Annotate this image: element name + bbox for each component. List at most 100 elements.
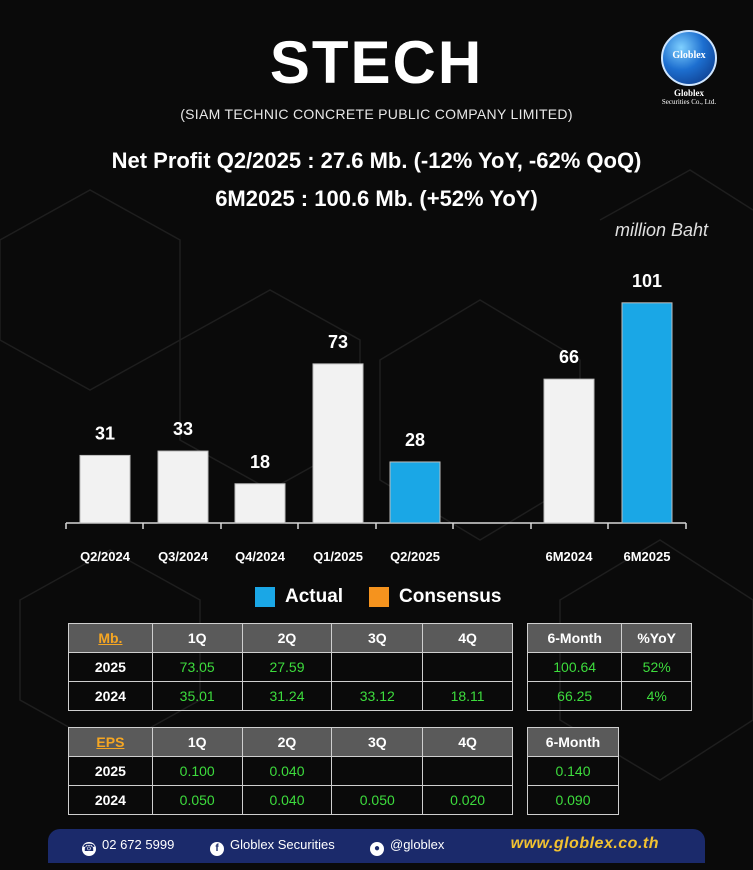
- logo-word: Globlex: [672, 50, 706, 61]
- data-label: 66: [559, 347, 579, 367]
- eps-row-year: 2025: [68, 756, 153, 786]
- globe-icon: Globlex: [661, 30, 717, 86]
- data-label: 31: [95, 423, 115, 443]
- profit-key-header: Mb.: [68, 623, 153, 653]
- bar: [389, 461, 441, 524]
- six-month-cell: 100.64: [526, 652, 623, 682]
- data-label: 73: [328, 332, 348, 352]
- logo-sub: Securities Co., Ltd.: [661, 98, 717, 106]
- profit-cell: 73.05: [151, 652, 243, 682]
- six-month-cell: 66.25: [526, 681, 623, 711]
- legend-actual-label: Actual: [285, 586, 344, 607]
- unit-label: million Baht: [614, 220, 708, 240]
- eps-header-1q: 1Q: [151, 727, 243, 757]
- eps-table: EPS 1Q 2Q 3Q 4Q 2025 0.100 0.040 2024 0.…: [68, 727, 513, 815]
- bar: [543, 378, 595, 524]
- eps-six-month-cell: 0.090: [527, 785, 619, 815]
- phone-icon: ☎: [82, 842, 96, 856]
- profit-header-1q: 1Q: [151, 623, 243, 653]
- globlex-logo: Globlex Globlex Securities Co., Ltd.: [648, 30, 730, 112]
- table-row: 0.140: [527, 756, 619, 786]
- facebook-icon: f: [210, 842, 224, 856]
- eps-header-3q: 3Q: [331, 727, 424, 757]
- profit-side-header: 6-Month %YoY: [526, 623, 692, 653]
- yoy-cell: 52%: [621, 652, 692, 682]
- eps-side-table: 6-Month 0.140 0.090: [527, 727, 619, 815]
- eps-cell: [422, 756, 513, 786]
- eps-six-month-cell: 0.140: [527, 756, 619, 786]
- bar: [621, 302, 673, 524]
- profit-header-3q: 3Q: [331, 623, 424, 653]
- table-row: 66.25 4%: [526, 681, 692, 711]
- net-profit-chart: 31 Q2/2024 33 Q3/2024 18 Q4/2024 73 Q1/2025 28 Q2…: [65, 271, 687, 564]
- data-label: 28: [405, 430, 425, 450]
- eps-table-header: EPS 1Q 2Q 3Q 4Q: [68, 727, 513, 757]
- eps-header-2q: 2Q: [241, 727, 333, 757]
- table-row: 2024 35.01 31.24 33.12 18.11: [68, 681, 513, 711]
- footer-phone[interactable]: ☎ 02 672 5999: [82, 837, 174, 856]
- category-label: 6M2024: [546, 549, 594, 564]
- bar: [79, 454, 131, 524]
- eps-cell: 0.050: [151, 785, 243, 815]
- line-icon: ●: [370, 842, 384, 856]
- bar: [312, 363, 364, 524]
- category-label: Q4/2024: [235, 549, 286, 564]
- phone-number: 02 672 5999: [102, 837, 175, 852]
- category-label: Q2/2024: [80, 549, 131, 564]
- data-label: 33: [173, 419, 193, 439]
- profit-cell: 33.12: [331, 681, 424, 711]
- profit-table-header: Mb. 1Q 2Q 3Q 4Q: [68, 623, 513, 653]
- headline-quarter: Net Profit Q2/2025 : 27.6 Mb. (-12% YoY,…: [111, 148, 642, 173]
- profit-cell: 27.59: [241, 652, 333, 682]
- profit-row-year: 2024: [68, 681, 153, 711]
- logo-name: Globlex: [673, 88, 704, 98]
- profit-header-4q: 4Q: [422, 623, 513, 653]
- footer-website[interactable]: www.globlex.co.th: [510, 835, 659, 852]
- profit-cell: 35.01: [151, 681, 243, 711]
- yoy-cell: 4%: [621, 681, 692, 711]
- category-label: Q3/2024: [158, 549, 209, 564]
- eps-six-month-header: 6-Month: [527, 727, 619, 757]
- eps-row-year: 2024: [68, 785, 153, 815]
- profit-header-2q: 2Q: [241, 623, 333, 653]
- category-label: Q2/2025: [390, 549, 440, 564]
- table-row: 100.64 52%: [526, 652, 692, 682]
- category-label: Q1/2025: [313, 549, 363, 564]
- bar: [234, 483, 286, 524]
- eps-cell: 0.100: [151, 756, 243, 786]
- data-label: 18: [250, 452, 270, 472]
- table-row: 2025 0.100 0.040: [68, 756, 513, 786]
- footer-facebook[interactable]: f Globlex Securities: [210, 837, 335, 856]
- eps-cell: 0.040: [241, 756, 333, 786]
- category-label: 6M2025: [624, 549, 671, 564]
- profit-table: Mb. 1Q 2Q 3Q 4Q 2025 73.05 27.59 2024 35…: [68, 623, 513, 711]
- yoy-header: %YoY: [621, 623, 692, 653]
- company-name: (SIAM TECHNIC CONCRETE PUBLIC COMPANY LI…: [180, 106, 573, 122]
- eps-cell: 0.050: [331, 785, 424, 815]
- headline-half-year: 6M2025 : 100.6 Mb. (+52% YoY): [215, 186, 538, 211]
- eps-key-header: EPS: [68, 727, 153, 757]
- profit-row-year: 2025: [68, 652, 153, 682]
- ticker-title: STECH: [269, 29, 484, 96]
- data-label: 101: [632, 271, 662, 291]
- eps-cell: [331, 756, 424, 786]
- legend-consensus-label: Consensus: [399, 586, 502, 607]
- table-row: 2024 0.050 0.040 0.050 0.020: [68, 785, 513, 815]
- profit-side-table: 6-Month %YoY 100.64 52% 66.25 4%: [526, 623, 692, 711]
- legend-consensus-swatch: [369, 587, 389, 607]
- profit-cell: 31.24: [241, 681, 333, 711]
- eps-cell: 0.040: [241, 785, 333, 815]
- table-row: 0.090: [527, 785, 619, 815]
- footer-bar: ☎ 02 672 5999 f Globlex Securities ● @globl…: [48, 829, 705, 863]
- legend-actual-swatch: [255, 587, 275, 607]
- profit-cell: 18.11: [422, 681, 513, 711]
- eps-side-header: 6-Month: [527, 727, 619, 757]
- profit-cell: [422, 652, 513, 682]
- table-row: 2025 73.05 27.59: [68, 652, 513, 682]
- eps-cell: 0.020: [422, 785, 513, 815]
- bar: [157, 450, 209, 524]
- footer-line[interactable]: ● @globlex: [370, 837, 444, 856]
- eps-header-4q: 4Q: [422, 727, 513, 757]
- facebook-name: Globlex Securities: [230, 837, 335, 852]
- line-handle: @globlex: [390, 837, 445, 852]
